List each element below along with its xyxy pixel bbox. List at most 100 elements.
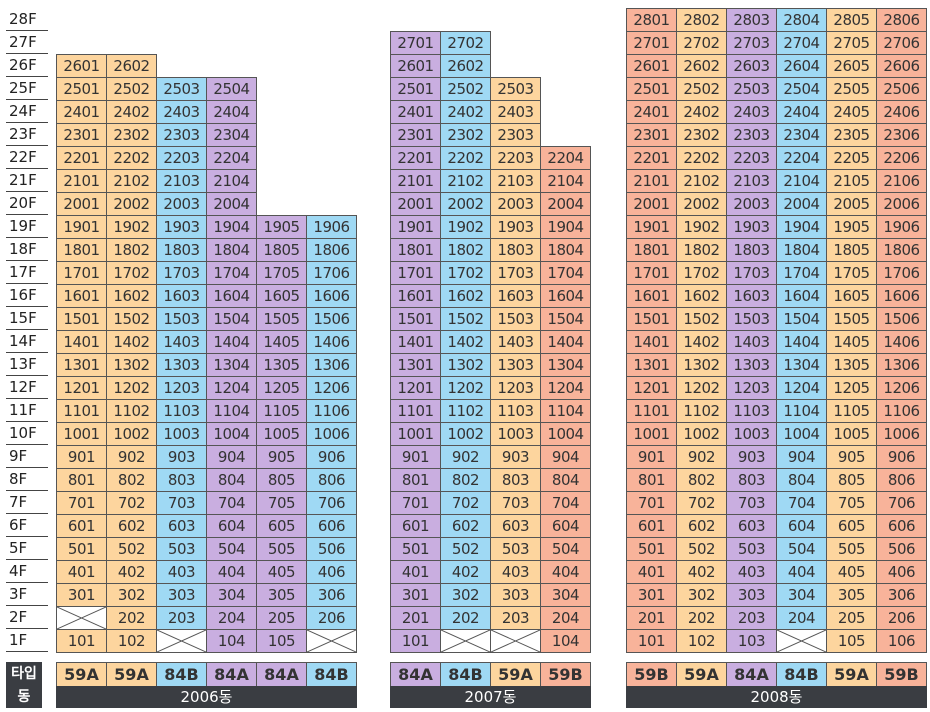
unit-cell: 505 (826, 537, 877, 561)
unit-cell: 503 (490, 537, 541, 561)
unit-cell: 601 (56, 514, 107, 538)
unit-cell: 1103 (156, 399, 207, 423)
unit-cell: 2501 (56, 77, 107, 101)
unit-cell: 2303 (156, 123, 207, 147)
type-row-label: 타입 (6, 662, 42, 686)
unit-cell: 1004 (776, 422, 827, 446)
unit-cell: 1601 (626, 284, 677, 308)
unit-type-cell: 59A (106, 662, 157, 688)
unit-cell: 206 (306, 606, 357, 630)
unit-cell: 601 (390, 514, 441, 538)
unit-cell: 2203 (490, 146, 541, 170)
unit-cell: 701 (56, 491, 107, 515)
floor-label: 3F (6, 583, 48, 606)
unit-cell: 1101 (56, 399, 107, 423)
unit-cell: 2502 (440, 77, 491, 101)
unit-cell: 1302 (440, 353, 491, 377)
unit-cell: 1401 (626, 330, 677, 354)
unit-cell: 2203 (156, 146, 207, 170)
unit-cell: 1606 (876, 284, 927, 308)
unit-cell: 2106 (876, 169, 927, 193)
unit-cell: 1002 (440, 422, 491, 446)
unit-cell: 1605 (826, 284, 877, 308)
unit-cell: 1405 (826, 330, 877, 354)
unit-cell: 1603 (156, 284, 207, 308)
unit-cell: 1304 (540, 353, 591, 377)
unit-cell: 2202 (676, 146, 727, 170)
unit-cell: 2706 (876, 31, 927, 55)
unit-cell: 1605 (256, 284, 307, 308)
unit-cell: 306 (306, 583, 357, 607)
unit-cell: 1202 (106, 376, 157, 400)
unit-cell: 604 (776, 514, 827, 538)
unit-cell: 1804 (206, 238, 257, 262)
unit-cell: 1405 (256, 330, 307, 354)
unit-cell: 1004 (206, 422, 257, 446)
floor-label: 9F (6, 445, 48, 468)
unit-cell: 2102 (676, 169, 727, 193)
unit-cell: 606 (876, 514, 927, 538)
unit-cell: 1701 (390, 261, 441, 285)
unit-cell: 1901 (390, 215, 441, 239)
unit-cell: 705 (256, 491, 307, 515)
floor-label: 23F (6, 123, 48, 146)
unit-cell: 1402 (106, 330, 157, 354)
unit-cell: 1403 (726, 330, 777, 354)
unit-cell: 1603 (726, 284, 777, 308)
unit-cell: 303 (156, 583, 207, 607)
unit-cell: 1602 (676, 284, 727, 308)
unit-cell: 905 (256, 445, 307, 469)
unit-cell: 405 (826, 560, 877, 584)
unit-cell: 1802 (440, 238, 491, 262)
building-name-bar: 2006동 (56, 686, 357, 708)
unit-cell: 804 (776, 468, 827, 492)
unit-cell: 2602 (676, 54, 727, 78)
unit-cell: 1603 (490, 284, 541, 308)
unit-cell: 1804 (776, 238, 827, 262)
unit-type-cell: 59B (540, 662, 591, 688)
unit-cell: 1305 (826, 353, 877, 377)
unit-cell: 2103 (156, 169, 207, 193)
unit-cell: 1203 (490, 376, 541, 400)
unit-cell: 1802 (676, 238, 727, 262)
unit-cell: 2601 (626, 54, 677, 78)
unit-cell: 1602 (106, 284, 157, 308)
unit-cell: 2105 (826, 169, 877, 193)
unit-cell: 2001 (390, 192, 441, 216)
unit-cell: 203 (490, 606, 541, 630)
unit-cell: 701 (390, 491, 441, 515)
floor-label: 17F (6, 261, 48, 284)
unit-type-cell: 84B (776, 662, 827, 688)
unit-cell: 901 (390, 445, 441, 469)
unit-cell: 1301 (56, 353, 107, 377)
unit-cell: 1404 (776, 330, 827, 354)
unit-cell: 605 (826, 514, 877, 538)
unit-cell: 901 (56, 445, 107, 469)
unit-cell: 1702 (106, 261, 157, 285)
unit-cell: 1701 (56, 261, 107, 285)
unit-cell: 2501 (626, 77, 677, 101)
unit-cell: 1105 (826, 399, 877, 423)
unit-cell: 2505 (826, 77, 877, 101)
unit-cell: 602 (106, 514, 157, 538)
unit-cell: 402 (440, 560, 491, 584)
unit-cell: 501 (56, 537, 107, 561)
unit-cell: 801 (626, 468, 677, 492)
unit-cell: 706 (306, 491, 357, 515)
unit-cell: 1301 (390, 353, 441, 377)
unit-cell: 1301 (626, 353, 677, 377)
unit-cell: 301 (56, 583, 107, 607)
unit-cell: 1005 (826, 422, 877, 446)
unit-cell: 1205 (256, 376, 307, 400)
unit-cell: 2401 (56, 100, 107, 124)
unit-cell: 1305 (256, 353, 307, 377)
floor-label: 27F (6, 31, 48, 54)
unit-cell: 305 (256, 583, 307, 607)
unit-cell: 203 (156, 606, 207, 630)
unit-cell: 502 (440, 537, 491, 561)
unit-cell: 304 (206, 583, 257, 607)
unit-cell: 2004 (776, 192, 827, 216)
unit-cell: 1102 (676, 399, 727, 423)
unit-cell: 2503 (726, 77, 777, 101)
unit-cell: 2702 (676, 31, 727, 55)
